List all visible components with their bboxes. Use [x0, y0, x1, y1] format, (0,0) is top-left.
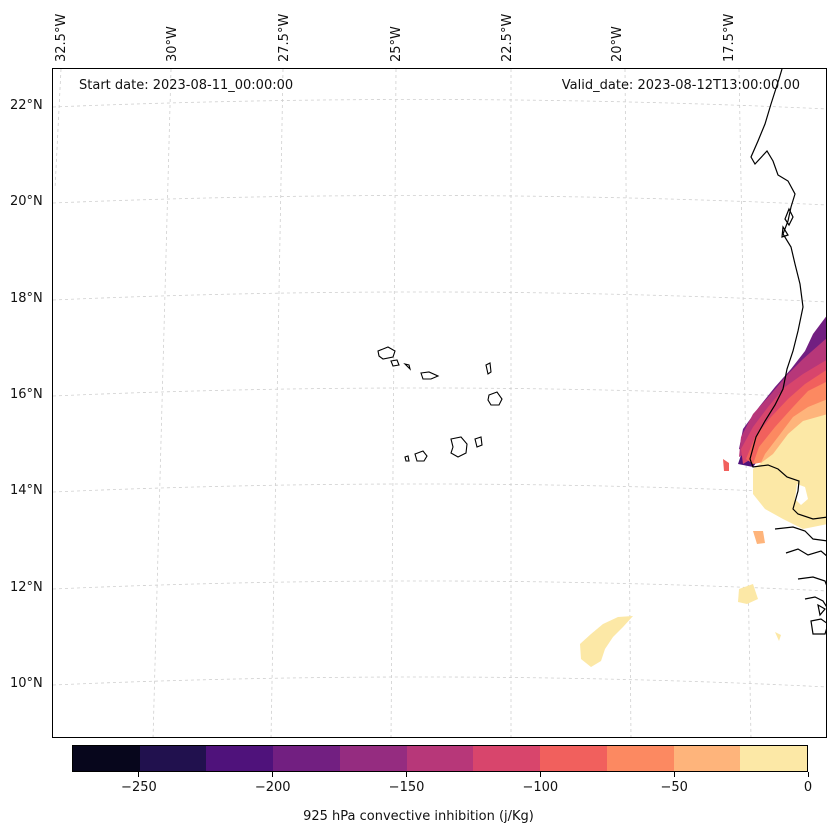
island-fogo [414, 450, 428, 462]
colorbar-segment-3 [273, 746, 340, 771]
lat-label-14n: 14°N [10, 483, 43, 498]
lat-label-10n: 10°N [10, 676, 43, 691]
island-santiago [450, 436, 468, 458]
island-maio [474, 436, 483, 448]
colorbar-segment-5 [406, 746, 474, 771]
start-date-label: Start date: 2023-08-11_00:00:00 [79, 78, 294, 93]
colorbar-segment-0 [73, 746, 140, 771]
colorbar [72, 745, 808, 772]
colorbar-segment-8 [606, 746, 674, 771]
colorbar-label: 925 hPa convective inhibition (j/Kg) [303, 809, 534, 824]
lat-label-16n: 16°N [10, 387, 43, 402]
colorbar-segment-2 [206, 746, 274, 771]
map-canvas [53, 69, 826, 737]
colorbar-tickmark [138, 772, 140, 777]
lat-label-12n: 12°N [10, 580, 43, 595]
colorbar-segment-7 [540, 746, 607, 771]
island-sao-vicente [390, 359, 400, 367]
colorbar-tickmark [272, 772, 274, 777]
island-sao-nicolau [420, 371, 440, 380]
colorbar-tickmark [673, 772, 675, 777]
lon-label-25w: 25°W [389, 26, 404, 62]
colorbar-tickmark [539, 772, 541, 777]
graticule [53, 69, 826, 737]
lon-label-20w: 20°W [610, 26, 625, 62]
islands [377, 346, 503, 462]
lat-label-18n: 18°N [10, 291, 43, 306]
lon-label-30w: 30°W [165, 26, 180, 62]
colorbar-segment-6 [473, 746, 541, 771]
cin-contours [580, 316, 826, 667]
map-panel: Start date: 2023-08-11_00:00:00 Valid_da… [52, 68, 827, 738]
colorbar-segment-10 [740, 746, 808, 771]
island-sal [485, 362, 492, 375]
island-brava [404, 455, 410, 462]
lat-label-22n: 22°N [10, 98, 43, 113]
lon-label-17-5w: 17.5°W [722, 13, 737, 62]
coastline [749, 69, 826, 635]
colorbar-tick-label: −250 [121, 780, 157, 795]
lon-label-22-5w: 22.5°W [500, 13, 515, 62]
lon-label-27-5w: 27.5°W [277, 13, 292, 62]
colorbar-tick-label: −50 [660, 780, 688, 795]
colorbar-segment-4 [339, 746, 407, 771]
colorbar-segment-1 [139, 746, 207, 771]
colorbar-tick-label: 0 [803, 780, 813, 795]
island-santo-antao [377, 346, 396, 360]
colorbar-tick-label: −100 [522, 780, 559, 795]
island-boa-vista [487, 391, 503, 406]
island-santa-luzia [403, 362, 412, 371]
colorbar-tick-label: −150 [388, 780, 425, 795]
colorbar-tickmark [807, 772, 809, 777]
colorbar-tick-label: −200 [254, 780, 291, 795]
lon-label-32-5w: 32.5°W [54, 13, 69, 62]
valid-date-label: Valid_date: 2023-08-12T13:00:00.00 [561, 78, 800, 93]
lat-label-20n: 20°N [10, 194, 43, 209]
colorbar-segment-9 [673, 746, 741, 771]
colorbar-tickmark [406, 772, 408, 777]
